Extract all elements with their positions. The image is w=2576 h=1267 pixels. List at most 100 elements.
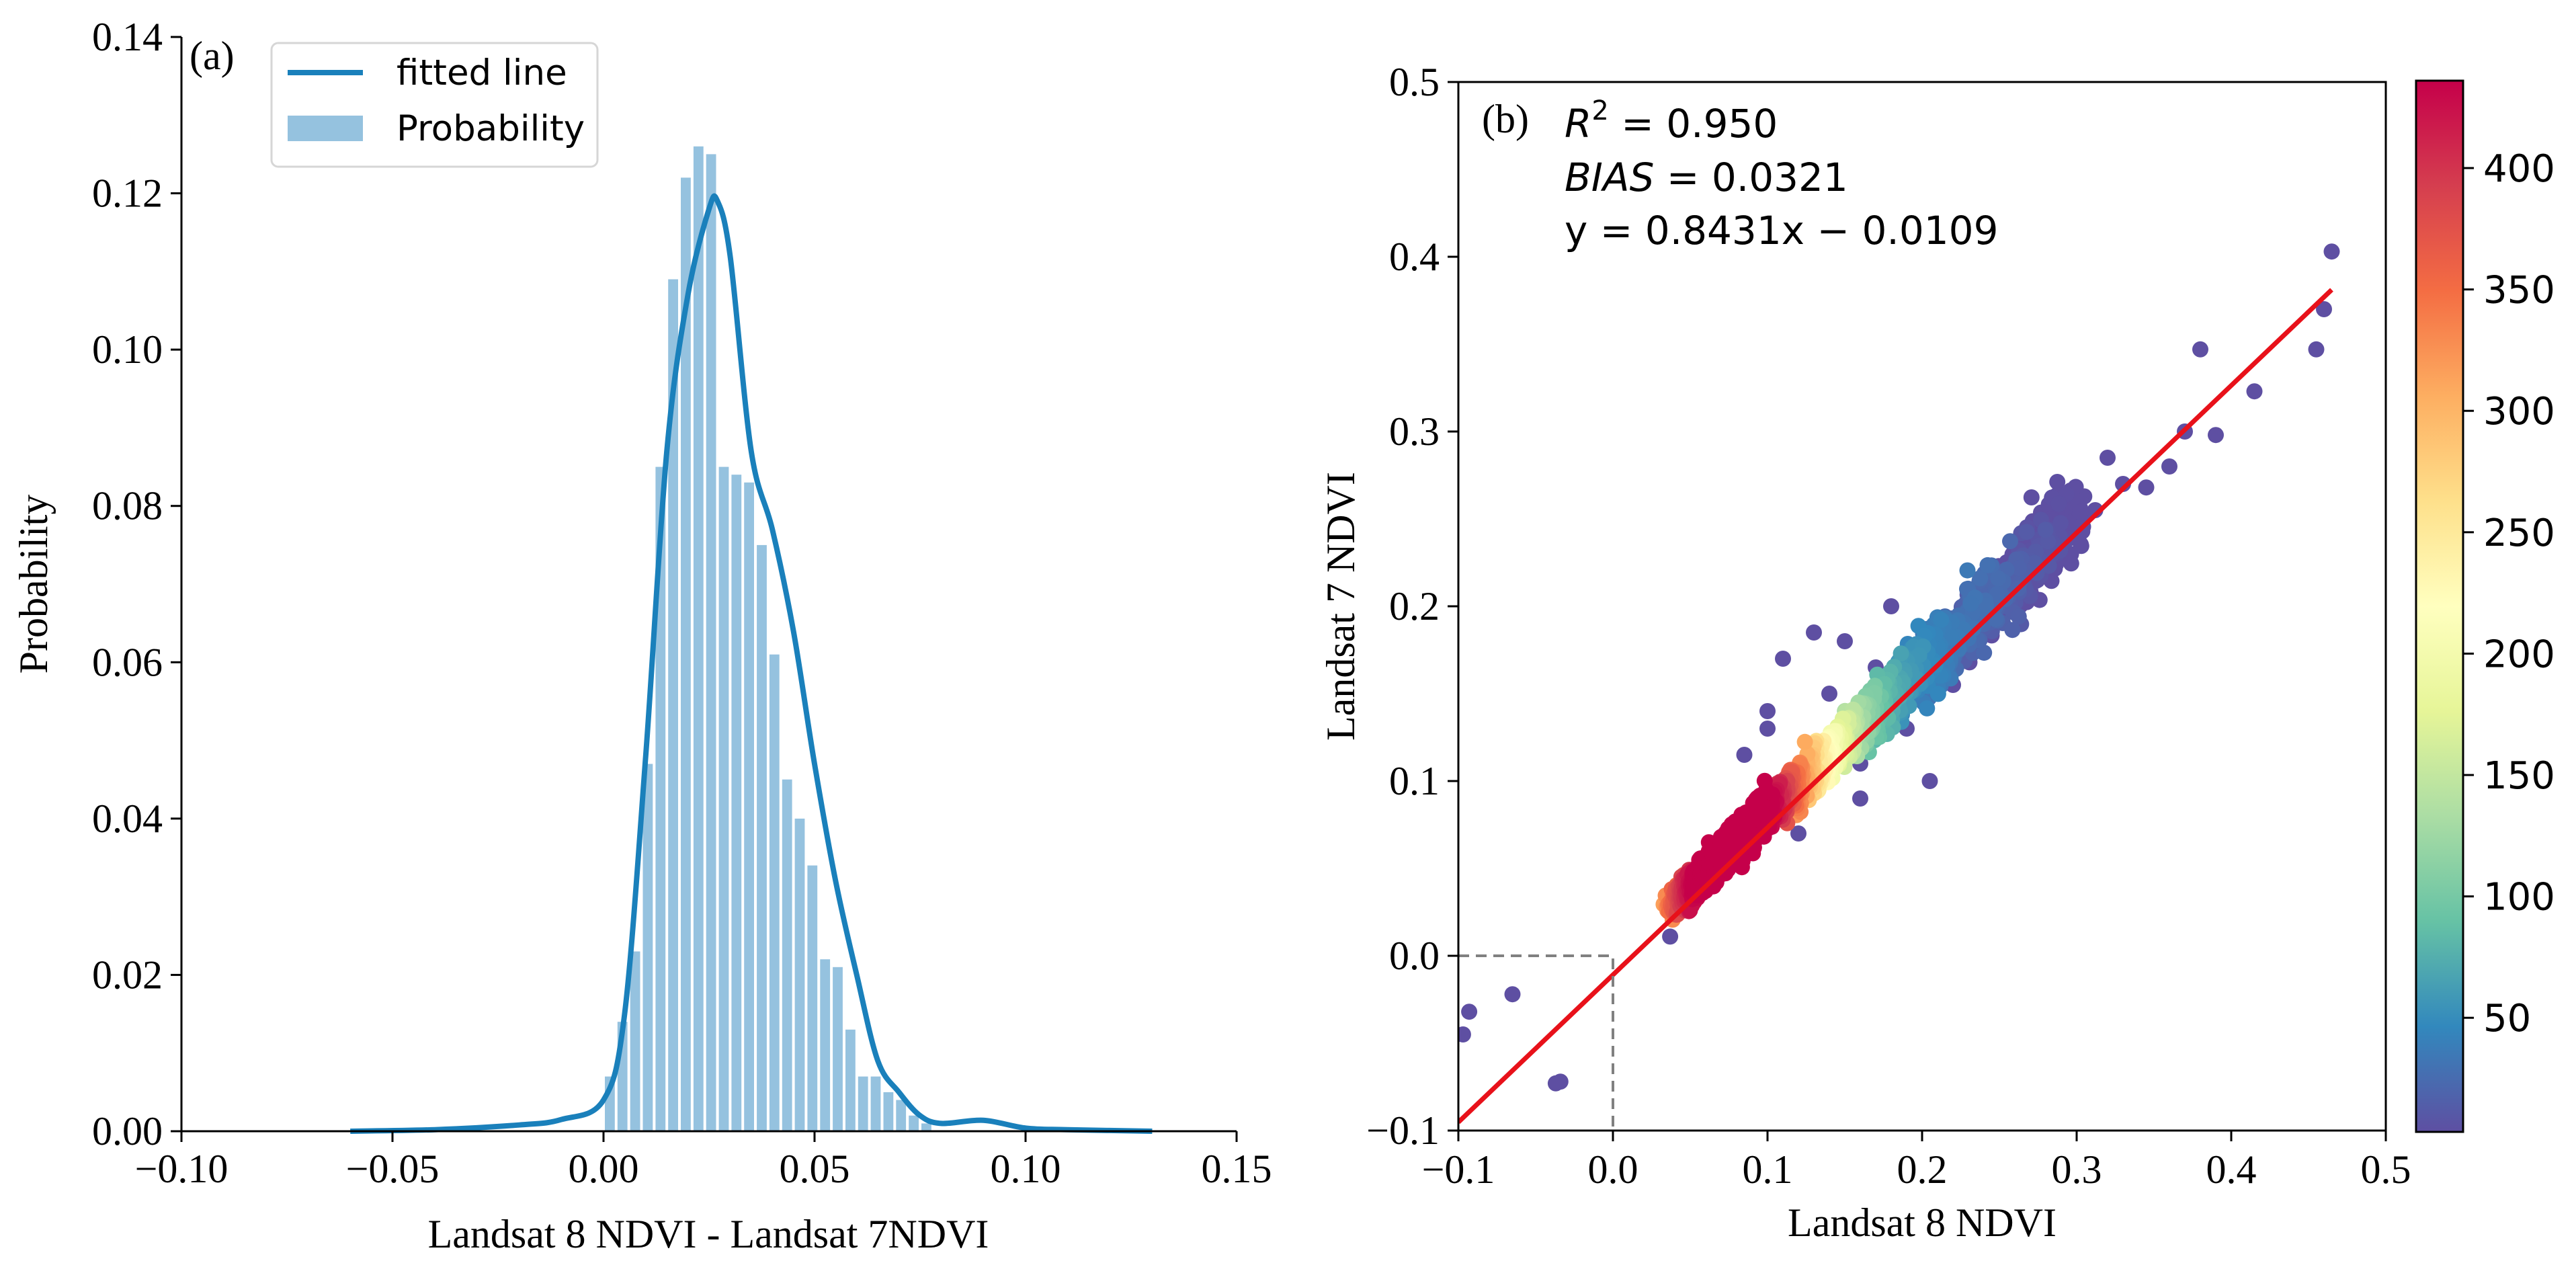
x-tick-label: 0.4 xyxy=(2206,1147,2257,1192)
scatter-point xyxy=(1959,562,1976,579)
scatter-point xyxy=(1759,721,1776,737)
x-tick-label: 0.3 xyxy=(2052,1147,2102,1192)
scatter-point xyxy=(1504,986,1521,1003)
scatter-point xyxy=(2023,489,2040,505)
x-tick-label: 0.10 xyxy=(991,1147,1061,1191)
scatter-point xyxy=(2004,622,2021,639)
scatter-point xyxy=(1790,825,1806,842)
panel-b-y-axis-label: Landsat 7 NDVI xyxy=(1319,472,1363,741)
y-tick-label: 0.5 xyxy=(1389,60,1440,104)
scatter-point xyxy=(2010,608,2027,625)
histogram-bar xyxy=(909,1115,919,1131)
scatter-point xyxy=(1775,651,1791,667)
histogram-bar xyxy=(921,1123,931,1131)
panel-a-legend: fitted line Probability xyxy=(270,42,599,168)
histogram-bar xyxy=(744,482,754,1131)
histogram-bar xyxy=(807,865,818,1131)
y-tick-label: 0.14 xyxy=(92,15,163,59)
scatter-point xyxy=(2208,427,2224,444)
y-tick-label: 0.10 xyxy=(92,327,163,372)
scatter-point xyxy=(2049,474,2066,490)
fit-equation-annotation: y = 0.8431x − 0.0109 xyxy=(1565,208,1998,253)
scatter-point xyxy=(2192,341,2208,358)
panel-b-x-axis-label: Landsat 8 NDVI xyxy=(1788,1200,2056,1245)
y-tick-label: 0.0 xyxy=(1389,934,1440,978)
scatter-point xyxy=(1893,645,1909,662)
x-tick-label: 0.15 xyxy=(1202,1147,1272,1191)
scatter-point xyxy=(1919,700,1936,717)
colorbar-tick-label: 350 xyxy=(2483,269,2555,313)
y-tick-label: 0.12 xyxy=(92,171,163,216)
scatter-point xyxy=(1729,828,1746,845)
colorbar-gradient xyxy=(2415,79,2464,1133)
scatter-point xyxy=(2037,522,2054,538)
panel-b-scatter: −0.1 0.0 0.1 0.2 0.3 0.4 0.5 −0.1 0.0 0.1 0.2 0.3 0… xyxy=(1319,60,2555,1245)
histogram-bar xyxy=(896,1100,907,1131)
x-tick-label: −0.10 xyxy=(135,1147,228,1191)
panel-b-label: (b) xyxy=(1482,97,1529,141)
scatter-point xyxy=(1796,733,1813,750)
y-tick-label: 0.00 xyxy=(92,1109,163,1153)
scatter-point xyxy=(2018,524,2035,540)
panel-a-x-axis-label: Landsat 8 NDVI - Landsat 7NDVI xyxy=(428,1212,989,1256)
y-tick-label: 0.04 xyxy=(92,796,163,841)
legend-fitted-line-label: fitted line xyxy=(397,52,567,93)
scatter-point xyxy=(1929,686,1946,702)
panel-a-histogram: (a) −0.10 −0.05 0.00 0.05 0.10 0.15 0.000.020… xyxy=(11,15,1272,1256)
histogram-bar xyxy=(883,1092,894,1131)
scatter-point xyxy=(1883,598,1899,614)
colorbar-tick-label: 300 xyxy=(2483,390,2555,434)
colorbar-tick-label: 400 xyxy=(2483,147,2555,191)
histogram-bar xyxy=(642,764,653,1131)
scatter-point xyxy=(1759,703,1776,719)
fitted-line-series xyxy=(350,193,1153,1134)
r-squared-value: = 0.950 xyxy=(1609,101,1778,147)
histogram-bar xyxy=(630,951,640,1131)
scatter-point xyxy=(2323,243,2340,260)
scatter-point xyxy=(1806,624,1822,641)
colorbar-tick-label: 250 xyxy=(2483,512,2555,555)
colorbar: 50 100 150 200 250 300 350 400 xyxy=(2415,79,2555,1133)
legend-probability-label: Probability xyxy=(397,108,585,149)
histogram-bar xyxy=(845,1029,856,1131)
scatter-point xyxy=(1662,928,1679,945)
histogram-bars xyxy=(605,146,931,1131)
y-tick-label: 0.06 xyxy=(92,640,163,684)
x-tick-label: 0.05 xyxy=(780,1147,850,1191)
scatter-point xyxy=(1979,557,1996,573)
histogram-bar xyxy=(794,818,805,1131)
colorbar-tick-label: 100 xyxy=(2483,876,2555,919)
r-squared-exponent: 2 xyxy=(1591,95,1608,126)
histogram-bar xyxy=(693,146,704,1131)
r-squared-annotation: R2 = 0.950 xyxy=(1565,95,1778,147)
scatter-point xyxy=(2308,341,2325,358)
histogram-bar xyxy=(681,177,691,1131)
scatter-point xyxy=(1972,570,1989,587)
scatter-point xyxy=(2100,450,2116,466)
x-tick-label: 0.1 xyxy=(1743,1147,1793,1192)
bias-value: = 0.0321 xyxy=(1654,155,1847,200)
x-tick-label: −0.1 xyxy=(1422,1147,1495,1192)
histogram-bar xyxy=(769,654,780,1131)
colorbar-ticks: 50 100 150 200 250 300 350 400 xyxy=(2463,147,2555,1040)
histogram-bar xyxy=(870,1076,881,1131)
scatter-point xyxy=(1989,585,2005,602)
histogram-bar xyxy=(706,154,716,1131)
scatter-point xyxy=(1852,790,1868,807)
scatter-point xyxy=(1552,1073,1569,1090)
histogram-bar xyxy=(820,959,831,1131)
scatter-point xyxy=(2161,458,2177,475)
scatter-point xyxy=(2002,533,2018,550)
histogram-bar xyxy=(718,466,729,1131)
fit-line xyxy=(1458,288,2333,1125)
panel-b-x-ticks: −0.1 0.0 0.1 0.2 0.3 0.4 0.5 xyxy=(1422,1131,2411,1192)
bias-annotation: BIAS = 0.0321 xyxy=(1565,155,1848,200)
panel-a-y-ticks: 0.00 0.02 0.04 0.06 0.08 0.10 0.12 0.14 xyxy=(92,15,181,1153)
y-tick-label: 0.08 xyxy=(92,484,163,528)
y-tick-label: 0.2 xyxy=(1389,584,1440,628)
colorbar-tick-label: 200 xyxy=(2483,632,2555,676)
scatter-point xyxy=(1933,612,1950,628)
bias-symbol: BIAS xyxy=(1565,155,1654,200)
scatter-point xyxy=(1723,816,1740,833)
